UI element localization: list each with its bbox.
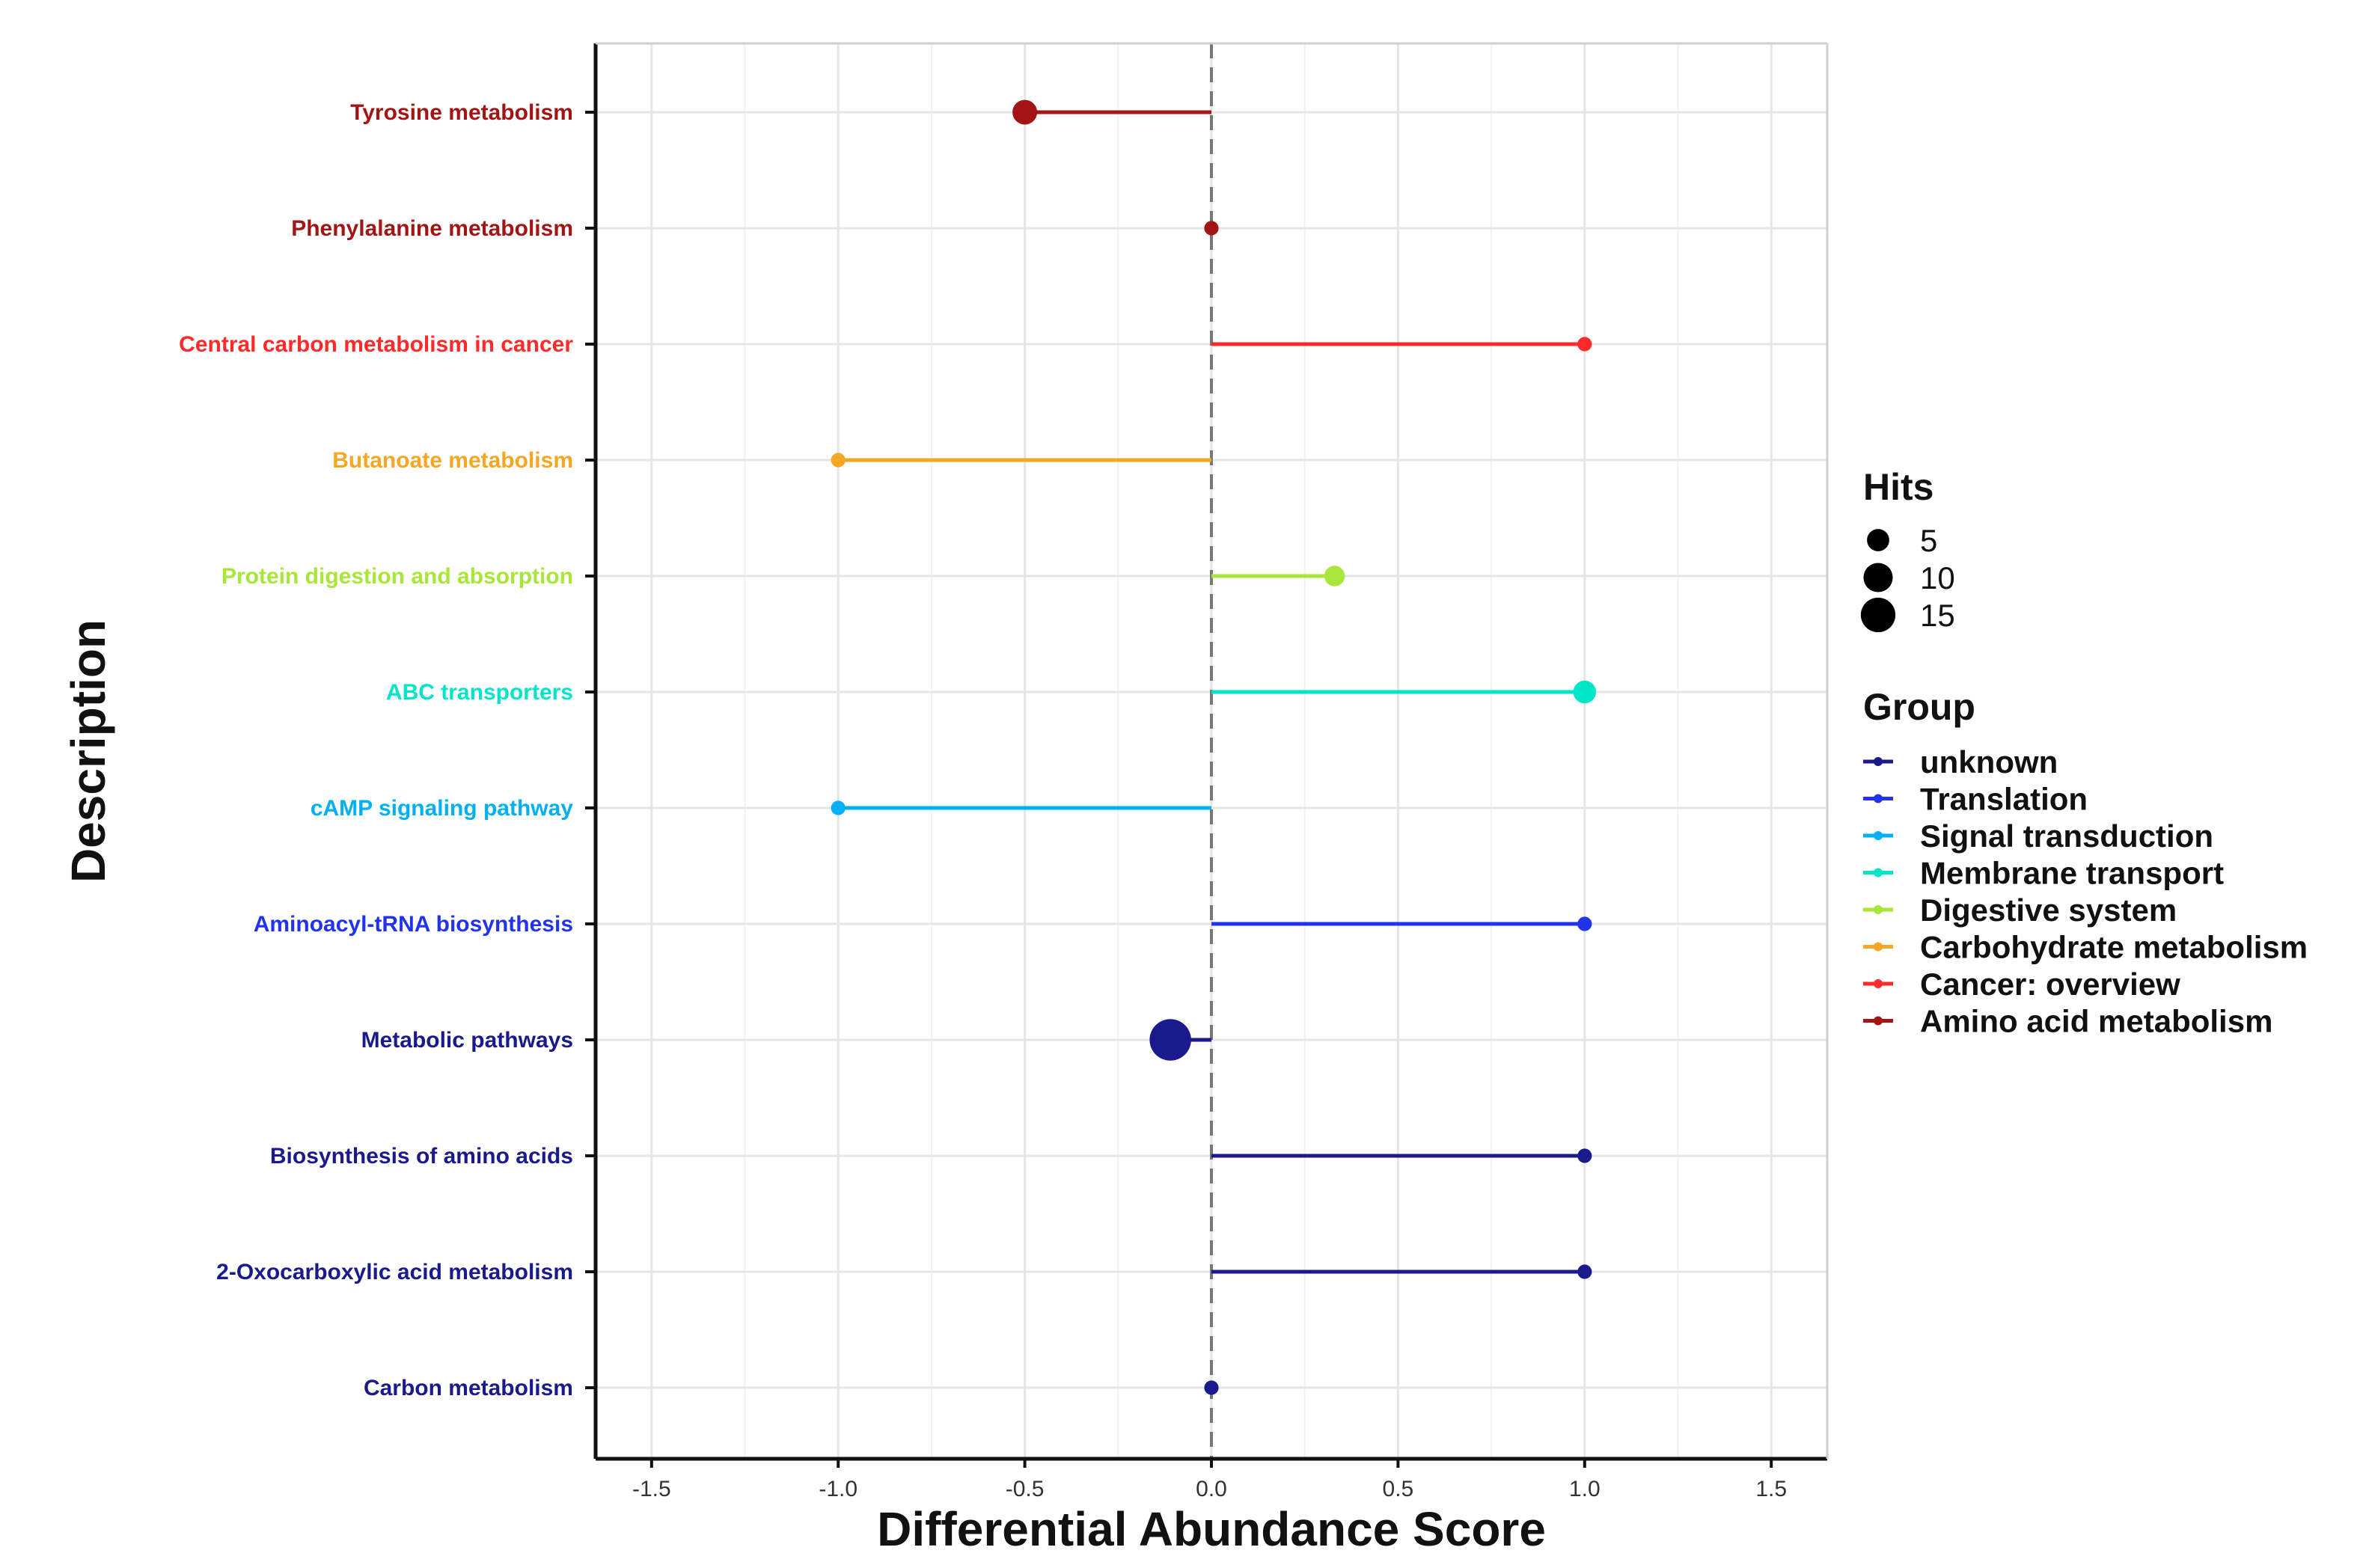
hits-legend-key (1860, 597, 1896, 633)
point (831, 800, 846, 815)
hits-legend-key (1863, 563, 1893, 592)
x-tick-label: 1.5 (1755, 1477, 1787, 1501)
y-tick-label: Carbon metabolism (364, 1376, 573, 1400)
group-legend-key-point (1874, 868, 1883, 878)
y-tick-label: Butanoate metabolism (332, 448, 573, 473)
group-legend-key-point (1874, 794, 1883, 803)
x-tick-labels: -1.5 -1.0 -0.5 0.0 0.5 1.0 1.5 (632, 1459, 1787, 1501)
y-tick-label: Aminoacyl-tRNA biosynthesis (254, 912, 573, 937)
group-legend-key-point (1874, 942, 1883, 952)
point (1204, 221, 1219, 236)
y-tick-label: Biosynthesis of amino acids (270, 1144, 573, 1169)
x-tick-label: -1.0 (819, 1477, 858, 1501)
y-tick-label: ABC transporters (386, 680, 573, 705)
hits-legend-title: Hits (1863, 466, 1933, 508)
lollipop-points (831, 99, 1596, 1395)
point (831, 453, 846, 468)
point (1149, 1019, 1191, 1061)
x-tick-label: -0.5 (1006, 1477, 1045, 1501)
group-legend-label: Digestive system (1920, 892, 2177, 928)
point (1577, 1148, 1592, 1163)
hits-legend-label: 15 (1920, 598, 1955, 633)
group-legend-label: Translation (1920, 782, 2088, 817)
x-tick-label: -1.5 (632, 1477, 671, 1501)
group-legend-label: Cancer: overview (1920, 967, 2180, 1002)
group-legend-label: Membrane transport (1920, 856, 2224, 891)
y-tick-label: Central carbon metabolism in cancer (179, 332, 573, 357)
y-tick-label: Metabolic pathways (361, 1028, 573, 1053)
group-legend-label: Amino acid metabolism (1920, 1004, 2272, 1039)
y-tick-label: Phenylalanine metabolism (291, 216, 573, 241)
hits-legend-key (1867, 529, 1889, 551)
hits-legend-label: 5 (1920, 523, 1937, 558)
point (1577, 916, 1592, 931)
y-tick-label: Tyrosine metabolism (350, 100, 573, 125)
point (1577, 1264, 1592, 1279)
x-tick-label: 1.0 (1569, 1477, 1601, 1501)
group-legend-key-point (1874, 757, 1883, 766)
group-legend-key-point (1874, 1016, 1883, 1026)
group-legend-key-point (1874, 831, 1883, 840)
y-tick-label: 2-Oxocarboxylic acid metabolism (216, 1260, 573, 1284)
y-tick-label: Protein digestion and absorption (221, 564, 573, 589)
point (1573, 680, 1596, 704)
group-legend-key-point (1874, 979, 1883, 988)
x-tick-label: 0.5 (1383, 1477, 1414, 1501)
group-legend-label: Signal transduction (1920, 818, 2213, 854)
group-legend-label: Carbohydrate metabolism (1920, 930, 2308, 965)
point (1577, 337, 1592, 352)
x-axis-title: Differential Abundance Score (877, 1502, 1546, 1556)
y-tick-label: cAMP signaling pathway (311, 796, 573, 821)
point (1012, 99, 1038, 125)
point (1324, 566, 1345, 587)
y-tick-labels: Tyrosine metabolism Phenylalanine metabol… (179, 100, 596, 1400)
group-legend-title: Group (1863, 686, 1975, 728)
point (1204, 1380, 1219, 1395)
y-axis-title: Description (61, 619, 115, 883)
group-legend-label: unknown (1920, 744, 2058, 780)
lollipop-stems (838, 110, 1585, 1274)
x-tick-label: 0.0 (1196, 1477, 1227, 1501)
hits-legend-label: 10 (1920, 560, 1955, 595)
group-legend-key-point (1874, 905, 1883, 914)
